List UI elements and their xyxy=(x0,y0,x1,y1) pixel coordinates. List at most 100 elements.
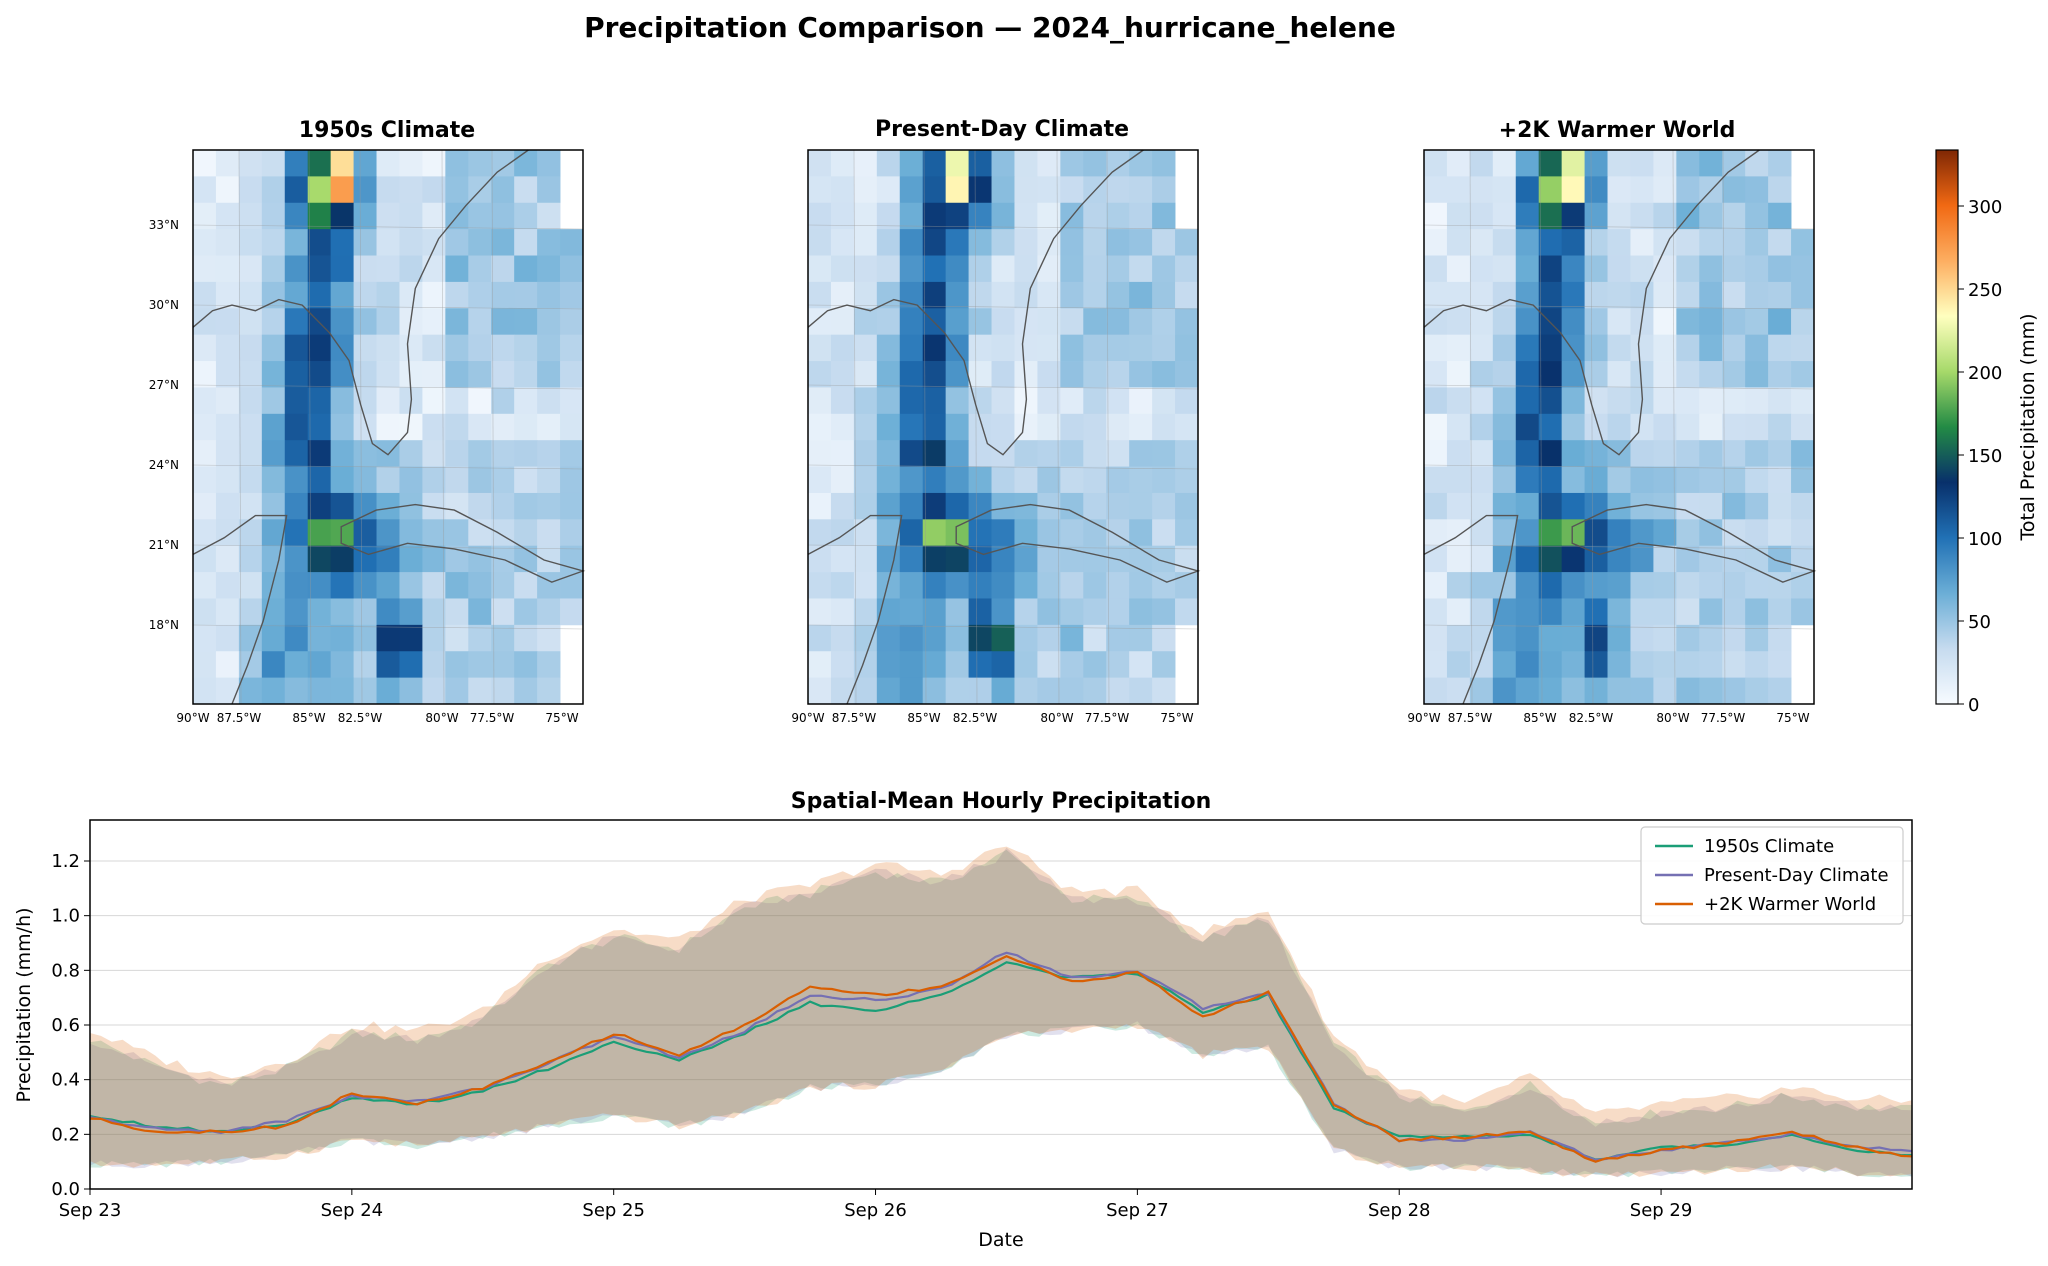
precip-cell xyxy=(261,677,286,705)
precip-cell xyxy=(193,651,217,679)
precip-cell xyxy=(261,413,286,441)
precip-cell xyxy=(1584,334,1608,362)
precip-cell xyxy=(376,202,400,230)
colorbar-tick: 0 xyxy=(1968,695,1979,716)
precip-cell xyxy=(1745,466,1769,494)
precip-cell xyxy=(307,281,332,309)
precip-cell xyxy=(353,466,377,494)
precip-cell xyxy=(353,413,377,441)
precip-cell xyxy=(1424,545,1448,573)
precip-cell xyxy=(899,281,924,309)
precip-cell xyxy=(1515,229,1540,256)
precip-cell xyxy=(1745,624,1769,652)
precip-cell xyxy=(1424,387,1448,415)
precip-cell xyxy=(1083,387,1107,415)
precip-cell xyxy=(1446,202,1471,230)
precip-cell xyxy=(876,413,901,441)
precip-cell xyxy=(1469,466,1494,494)
precip-cell xyxy=(376,255,400,283)
lat-tick-label: 30°N xyxy=(149,298,179,312)
precip-cell xyxy=(1630,492,1654,520)
precip-cell xyxy=(1768,334,1792,362)
precip-cell xyxy=(1037,334,1061,362)
precip-cell xyxy=(215,440,240,467)
precip-cell xyxy=(238,202,263,230)
precip-cell xyxy=(1083,440,1107,467)
precip-cell xyxy=(899,624,924,652)
precip-cell xyxy=(1175,229,1199,256)
precip-cell xyxy=(284,545,309,573)
precip-cell xyxy=(261,545,286,573)
precip-cell xyxy=(853,598,878,626)
precip-cell xyxy=(1083,229,1107,256)
yucatan-coastline xyxy=(1423,514,1519,705)
precip-cell xyxy=(1745,492,1769,520)
precip-cell xyxy=(1538,361,1563,388)
precip-cell xyxy=(353,440,377,467)
precip-cell xyxy=(1791,572,1815,599)
precip-cell xyxy=(238,677,263,705)
precip-cell xyxy=(1722,413,1746,441)
precip-cell xyxy=(1492,150,1517,177)
precip-cell xyxy=(353,545,377,573)
precip-cell xyxy=(1768,572,1792,599)
precip-cell xyxy=(514,176,538,204)
precip-cell xyxy=(1722,202,1746,230)
precip-cell xyxy=(1630,229,1654,256)
legend-label-present: Present-Day Climate xyxy=(1704,865,1889,886)
lon-tick-label: 85°W xyxy=(292,711,325,725)
precip-cell xyxy=(238,624,263,652)
precip-cell xyxy=(238,255,263,283)
precip-cell xyxy=(922,281,947,309)
spread-band-2 xyxy=(90,846,1912,1178)
precip-cell xyxy=(468,677,492,705)
precip-cell xyxy=(1653,387,1677,415)
precip-cell xyxy=(1106,334,1130,362)
precip-cell xyxy=(215,308,240,336)
precip-cell xyxy=(468,361,492,388)
precip-cell xyxy=(1037,281,1061,309)
precip-cell xyxy=(899,598,924,626)
precip-cell xyxy=(330,651,354,679)
precip-cell xyxy=(876,440,901,467)
precip-cell xyxy=(853,308,878,336)
precip-cell xyxy=(1768,202,1792,230)
precip-cell xyxy=(1492,677,1517,705)
precip-cell xyxy=(1446,677,1471,705)
precip-cell xyxy=(1014,255,1038,283)
precip-cell xyxy=(1492,545,1517,573)
precip-cell xyxy=(491,492,515,520)
precip-cell xyxy=(1607,413,1631,441)
precip-cell xyxy=(1538,440,1563,467)
precip-cell xyxy=(1768,281,1792,309)
precip-cell xyxy=(853,150,878,177)
precip-cell xyxy=(1492,651,1517,679)
colorbar-tick: 150 xyxy=(1968,446,2002,467)
precip-cell xyxy=(1083,255,1107,283)
precip-cell xyxy=(284,255,309,283)
precip-cell xyxy=(1014,229,1038,256)
precip-cell xyxy=(1515,413,1540,441)
precip-cell xyxy=(1676,361,1700,388)
precip-cell xyxy=(991,519,1015,547)
precip-cell xyxy=(1424,281,1448,309)
lon-tick-label: 75°W xyxy=(1776,711,1809,725)
precip-cell xyxy=(238,361,263,388)
lat-tick-label: 21°N xyxy=(149,538,179,552)
precip-cell xyxy=(468,492,492,520)
precip-cell xyxy=(830,545,855,573)
precip-cell xyxy=(353,651,377,679)
precip-cell xyxy=(1106,519,1130,547)
precip-cell xyxy=(1037,440,1061,467)
precip-cell xyxy=(1424,176,1448,204)
precip-cell xyxy=(1152,651,1176,679)
precip-cell xyxy=(1561,624,1585,652)
precip-cell xyxy=(193,255,217,283)
precip-cell xyxy=(1653,598,1677,626)
precip-cell xyxy=(193,202,217,230)
precip-cell xyxy=(422,361,446,388)
precip-cell xyxy=(1722,176,1746,204)
precip-cell xyxy=(945,492,969,520)
precip-cell xyxy=(808,545,832,573)
precip-cell xyxy=(1515,281,1540,309)
